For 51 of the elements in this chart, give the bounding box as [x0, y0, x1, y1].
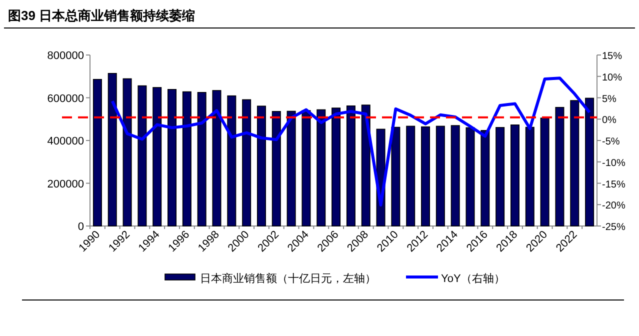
y2-tick-label: -20%: [602, 200, 626, 212]
y2-tick-label: -10%: [602, 158, 626, 169]
bar: [555, 106, 564, 226]
y2-tick-label: 10%: [602, 72, 622, 84]
bar: [242, 99, 252, 226]
bar: [391, 126, 400, 226]
bar: [212, 90, 222, 226]
chart-title: 图39 日本总商业销售额持续萎缩: [8, 8, 196, 23]
y2-tick-label: 0%: [602, 115, 617, 126]
bar: [525, 126, 534, 226]
bar: [436, 126, 445, 226]
y-tick-label: 0: [78, 221, 84, 233]
y2-tick-label: -25%: [602, 222, 626, 233]
bar: [168, 89, 177, 226]
bar: [227, 95, 236, 226]
y-tick-label: 200000: [47, 178, 84, 190]
bar: [406, 126, 416, 226]
y2-tick-label: 15%: [602, 51, 622, 62]
y2-tick-label: -5%: [602, 136, 620, 148]
legend-label: YoY（右轴）: [441, 272, 505, 285]
bar: [496, 127, 505, 226]
bar: [316, 109, 326, 226]
bar: [256, 106, 266, 226]
bar: [122, 78, 132, 226]
bar: [108, 72, 117, 226]
y-tick-label: 800000: [47, 50, 84, 62]
bar: [138, 85, 147, 226]
bar: [197, 92, 206, 226]
bar: [450, 125, 460, 226]
y-tick-label: 600000: [47, 92, 84, 105]
bar: [510, 124, 520, 226]
bar: [272, 111, 281, 226]
legend-label: 日本商业销售额（十亿日元，左轴）: [200, 272, 376, 285]
bar: [302, 110, 311, 226]
bar: [585, 98, 594, 226]
line-series: [110, 76, 592, 207]
bar: [152, 87, 162, 226]
y2-tick-label: 5%: [602, 94, 617, 105]
bar: [346, 105, 356, 226]
bar: [570, 100, 580, 226]
bar: [421, 126, 430, 226]
bar: [361, 104, 370, 226]
y2-tick-label: -15%: [602, 179, 626, 190]
bar: [182, 91, 192, 226]
y-tick-label: 400000: [47, 136, 84, 148]
bar: [286, 110, 296, 226]
bar: [480, 130, 490, 226]
bar: [466, 127, 475, 226]
bar: [540, 118, 550, 226]
bar: [332, 108, 341, 226]
bar: [92, 78, 102, 226]
